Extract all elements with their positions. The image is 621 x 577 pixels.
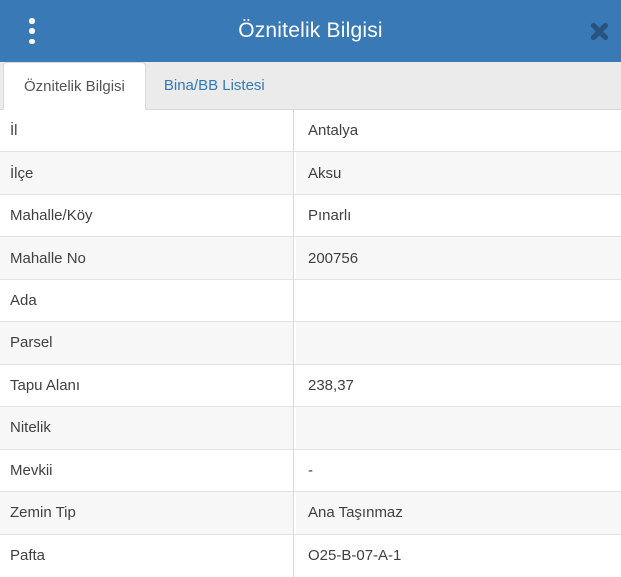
table-row-pafta: Pafta O25-B-07-A-1 bbox=[0, 534, 621, 577]
attribute-label: Mahalle/Köy bbox=[0, 194, 294, 237]
attribute-label: Pafta bbox=[0, 534, 294, 577]
table-row-mahalle-no: Mahalle No 200756 bbox=[0, 237, 621, 280]
attribute-value: - bbox=[294, 449, 621, 492]
tab-label: Bina/BB Listesi bbox=[163, 77, 265, 94]
table-row-ilce: İlçe Aksu bbox=[0, 152, 621, 195]
attribute-value bbox=[294, 322, 621, 364]
table-row-parsel: Parsel bbox=[0, 322, 621, 365]
attribute-label: Nitelik bbox=[0, 407, 294, 449]
attribute-value: O25-B-07-A-1 bbox=[294, 534, 621, 577]
attribute-table: İl Antalya İlçe Aksu Mahalle/Köy Pınarlı… bbox=[0, 110, 621, 577]
attribute-label: Ada bbox=[0, 279, 294, 322]
attribute-label: Tapu Alanı bbox=[0, 364, 294, 407]
attribute-label: İl bbox=[0, 110, 294, 152]
attribute-value bbox=[294, 279, 621, 322]
kebab-dot bbox=[29, 18, 35, 24]
tab-bina-bb-listesi[interactable]: Bina/BB Listesi bbox=[146, 62, 283, 109]
attribute-value: Pınarlı bbox=[294, 194, 621, 237]
kebab-menu-icon[interactable] bbox=[22, 18, 42, 44]
table-row-ada: Ada bbox=[0, 279, 621, 323]
attribute-label: Mahalle No bbox=[0, 237, 294, 279]
table-row-zemin-tip: Zemin Tip Ana Taşınmaz bbox=[0, 492, 621, 535]
attribute-label: Zemin Tip bbox=[0, 492, 294, 534]
attribute-label: İlçe bbox=[0, 152, 294, 194]
attribute-value: 238,37 bbox=[294, 364, 621, 407]
kebab-dot bbox=[29, 28, 35, 34]
table-row-nitelik: Nitelik bbox=[0, 407, 621, 450]
table-row-mevkii: Mevkii - bbox=[0, 449, 621, 493]
attribute-value: Aksu bbox=[294, 152, 621, 194]
attribute-value: 200756 bbox=[294, 237, 621, 279]
attribute-value: Antalya bbox=[294, 110, 621, 152]
close-icon[interactable] bbox=[587, 19, 611, 43]
attribute-label: Parsel bbox=[0, 322, 294, 364]
kebab-dot bbox=[29, 38, 35, 44]
attribute-label: Mevkii bbox=[0, 449, 294, 492]
close-icon-glyph bbox=[590, 22, 608, 40]
table-row-tapu-alani: Tapu Alanı 238,37 bbox=[0, 364, 621, 408]
tab-oznitelik-bilgisi[interactable]: Öznitelik Bilgisi bbox=[3, 62, 146, 110]
tab-bar: Öznitelik Bilgisi Bina/BB Listesi bbox=[0, 62, 621, 110]
attribute-value: Ana Taşınmaz bbox=[294, 492, 621, 534]
table-row-mahalle-koy: Mahalle/Köy Pınarlı bbox=[0, 194, 621, 238]
tab-label: Öznitelik Bilgisi bbox=[24, 77, 125, 95]
dialog-header: Öznitelik Bilgisi bbox=[0, 0, 621, 62]
dialog-title: Öznitelik Bilgisi bbox=[238, 19, 383, 42]
attribute-value bbox=[294, 407, 621, 449]
table-row-il: İl Antalya bbox=[0, 110, 621, 153]
